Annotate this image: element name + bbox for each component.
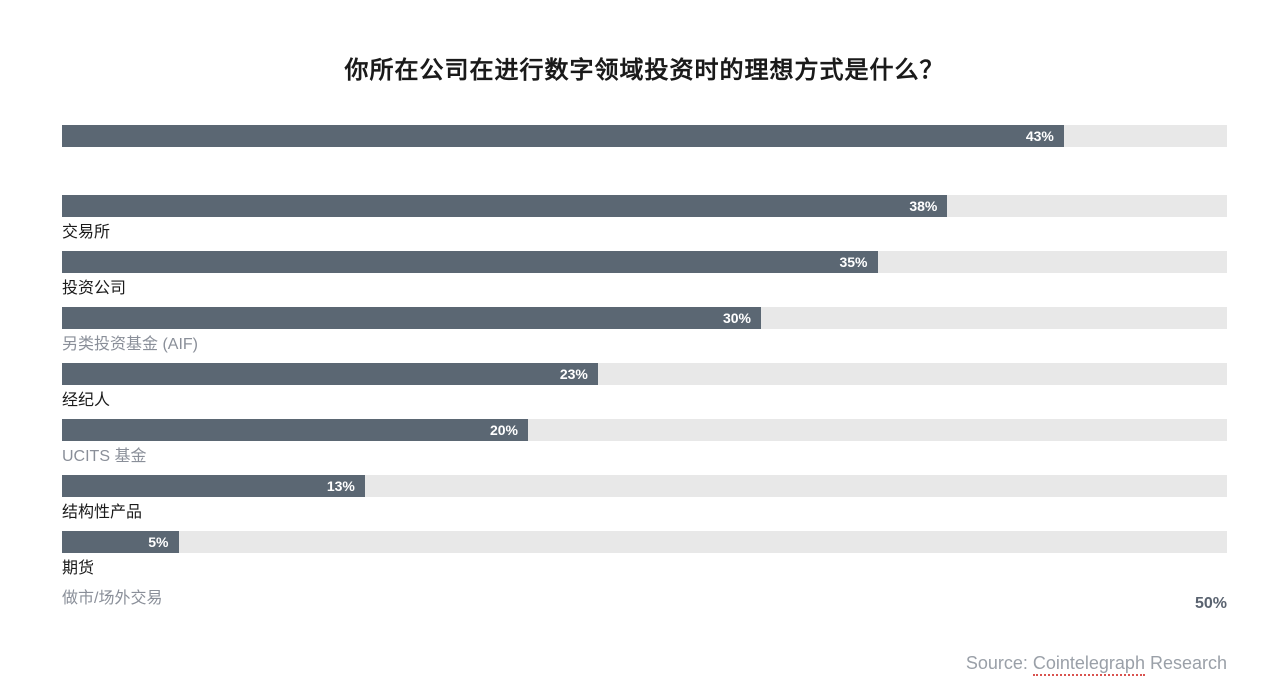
bar-fill: 20% [62,419,528,441]
category-label: UCITS 基金 [62,445,1227,469]
source-prefix: Source: [966,653,1033,673]
bars-area: 43% 38% 交易所 35% 投资公司 30% 另类投资基金 (AIF) 23% 经纪人 20%… [62,125,1227,611]
x-axis-max: 50% [1195,595,1227,613]
bar-chart: 你所在公司在进行数字领域投资时的理想方式是什么？ 43% 38% 交易所 35% 投资公… [62,50,1227,617]
bar-row: 38% 交易所 [62,195,1227,245]
bar-track: 30% [62,307,1227,329]
category-label: 交易所 [62,221,1227,245]
bar-value-label: 20% [490,422,518,438]
bar-value-label: 43% [1026,128,1054,144]
bar-value-label: 5% [148,534,168,550]
category-label: 经纪人 [62,389,1227,413]
bar-value-label: 38% [909,198,937,214]
bar-row: 13% 结构性产品 [62,475,1227,525]
bar-fill: 35% [62,251,878,273]
bar-track: 13% [62,475,1227,497]
bar-track: 38% [62,195,1227,217]
category-label: 投资公司 [62,277,1227,301]
source-suffix: Research [1145,653,1227,673]
bar-track: 35% [62,251,1227,273]
bar-fill: 23% [62,363,598,385]
category-label [62,151,1227,189]
bar-row: 20% UCITS 基金 [62,419,1227,469]
bar-track: 43% [62,125,1227,147]
bar-value-label: 23% [560,366,588,382]
bar-fill: 38% [62,195,947,217]
bar-value-label: 35% [839,254,867,270]
bar-fill: 43% [62,125,1064,147]
category-label: 期货 [62,557,1227,581]
bar-value-label: 30% [723,310,751,326]
bar-fill: 30% [62,307,761,329]
chart-title: 你所在公司在进行数字领域投资时的理想方式是什么？ [62,50,1227,85]
category-label: 另类投资基金 (AIF) [62,333,1227,357]
bar-row: 5% 期货 [62,531,1227,581]
bar-row: 35% 投资公司 [62,251,1227,301]
bar-fill: 13% [62,475,365,497]
category-label: 做市/场外交易 [62,587,1227,611]
bar-track: 5% [62,531,1227,553]
bar-row: 30% 另类投资基金 (AIF) [62,307,1227,357]
source-name: Cointelegraph [1033,653,1145,676]
bar-track: 23% [62,363,1227,385]
source-attribution: Source: Cointelegraph Research [966,653,1227,674]
bar-value-label: 13% [327,478,355,494]
bar-row: 43% [62,125,1227,189]
bar-row: 23% 经纪人 [62,363,1227,413]
category-label: 结构性产品 [62,501,1227,525]
bar-track: 20% [62,419,1227,441]
bar-fill: 5% [62,531,179,553]
bar-row: 做市/场外交易 [62,587,1227,611]
